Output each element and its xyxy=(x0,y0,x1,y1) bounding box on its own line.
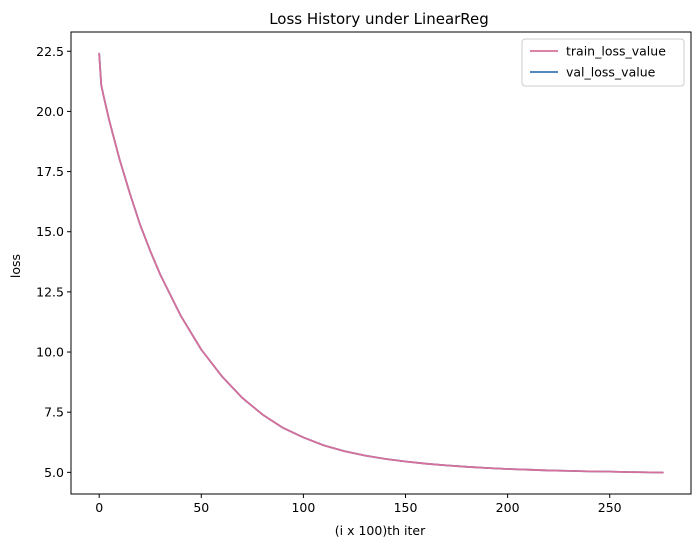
y-tick-label: 7.5 xyxy=(44,405,64,420)
y-tick-label: 20.0 xyxy=(36,104,64,119)
series-layer xyxy=(98,52,664,474)
y-tick-label: 10.0 xyxy=(36,345,64,360)
y-tick-label: 5.0 xyxy=(44,465,64,480)
chart-title: Loss History under LinearReg xyxy=(269,10,489,28)
y-tick-label: 15.0 xyxy=(36,224,64,239)
plot-area xyxy=(70,31,692,495)
x-tick-label: 150 xyxy=(394,500,418,515)
x-tick-label: 0 xyxy=(95,500,103,515)
y-tick-label: 12.5 xyxy=(36,284,64,299)
x-tick-label: 50 xyxy=(193,500,209,515)
plot-frame xyxy=(70,31,692,495)
x-axis-label: (i x 100)th iter xyxy=(335,523,426,538)
x-axis-ticks: 0 50 100 150 200 250 xyxy=(95,494,622,515)
legend-label-val-loss-value: val_loss_value xyxy=(566,65,656,80)
y-axis-ticks: 5.0 7.5 10.0 12.5 15.0 17.5 20.0 22.5 xyxy=(36,44,71,480)
legend: train_loss_value val_loss_value xyxy=(521,38,685,87)
y-axis-label: loss xyxy=(8,254,23,278)
x-tick-label: 250 xyxy=(598,500,622,515)
y-tick-label: 22.5 xyxy=(36,44,64,59)
x-tick-label: 200 xyxy=(496,500,520,515)
x-tick-label: 100 xyxy=(291,500,315,515)
series-line-train-loss-value xyxy=(98,52,664,474)
legend-box xyxy=(521,38,685,87)
legend-label-train-loss-value: train_loss_value xyxy=(566,44,666,59)
y-tick-label: 17.5 xyxy=(36,164,64,179)
